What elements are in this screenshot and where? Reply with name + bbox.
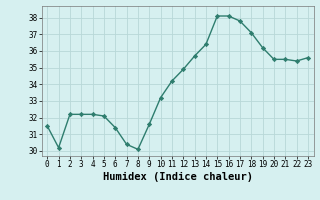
- X-axis label: Humidex (Indice chaleur): Humidex (Indice chaleur): [103, 172, 252, 182]
